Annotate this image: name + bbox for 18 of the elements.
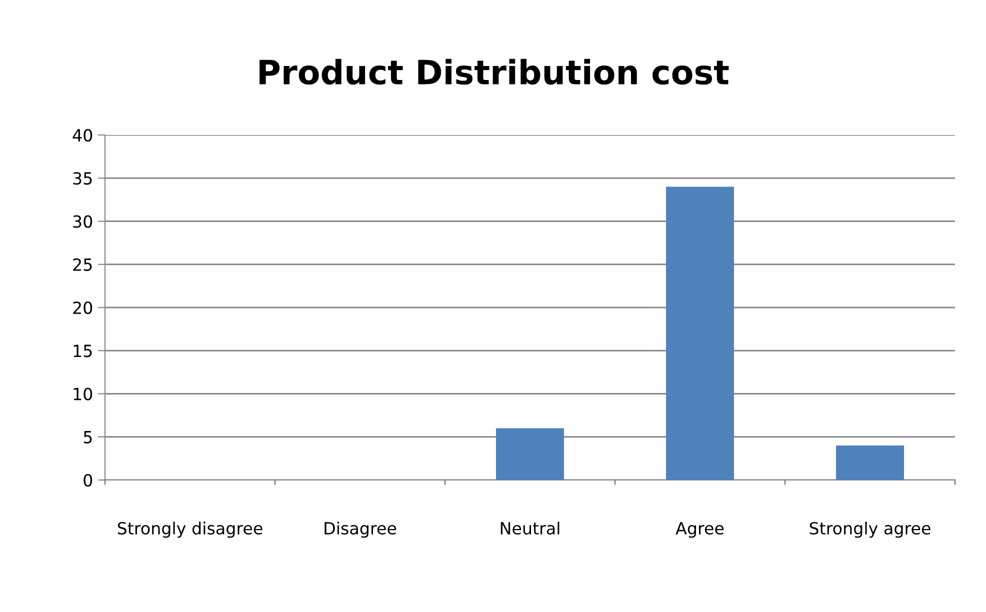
y-tick-label: 25 bbox=[73, 258, 92, 271]
y-tick-label: 40 bbox=[72, 128, 92, 142]
bar bbox=[836, 446, 904, 480]
y-tick-label: 10 bbox=[74, 388, 92, 400]
chart-title: Product Distribution cost bbox=[260, 58, 729, 85]
y-tick-label: 30 bbox=[73, 215, 92, 228]
y-tick-label: 5 bbox=[84, 431, 92, 444]
x-tick-label: Agree bbox=[676, 522, 724, 538]
y-tick-label: 20 bbox=[73, 301, 92, 314]
y-tick-label: 0 bbox=[84, 474, 92, 487]
x-tick-label: Disagree bbox=[324, 522, 396, 538]
x-tick-label: Strongly disagree bbox=[118, 522, 262, 538]
y-tick-label: 15 bbox=[74, 344, 92, 358]
x-tick-label: Neutral bbox=[500, 522, 560, 535]
y-tick-label: 35 bbox=[73, 172, 92, 185]
bar bbox=[666, 186, 734, 480]
bar bbox=[496, 428, 564, 480]
x-tick-label: Strongly agree bbox=[810, 522, 930, 538]
